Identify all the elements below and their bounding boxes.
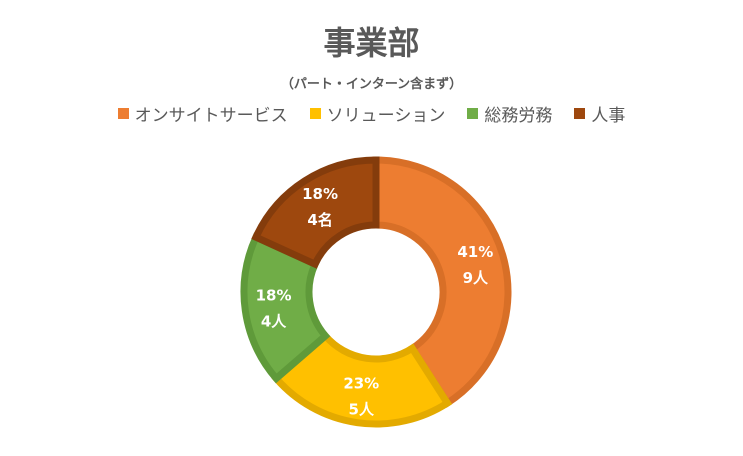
legend-item-hr: 人事 [574, 101, 625, 126]
data-labels: 41% 9人 23% 5人 18% 4人 18% 4名 [256, 185, 494, 419]
data-label-count-general-affairs: 4人 [261, 313, 287, 331]
legend-label: ソリューション [326, 106, 446, 126]
chart-title: 事業部 [323, 24, 420, 62]
legend-swatch [467, 108, 479, 119]
data-label-percent-general-affairs: 18% [256, 287, 292, 305]
data-label-percent-hr: 18% [302, 185, 338, 203]
legend-item-solution: ソリューション [309, 101, 446, 126]
legend-item-onsite: オンサイトサービス [117, 101, 288, 126]
data-label-count-onsite: 9人 [463, 269, 489, 287]
data-label-percent-onsite: 41% [457, 243, 493, 261]
legend-swatch [574, 108, 586, 119]
data-label-percent-solution: 23% [343, 374, 379, 392]
data-label-count-hr: 4名 [307, 211, 332, 229]
legend-swatch [117, 108, 129, 119]
donut-slice-solution [271, 330, 453, 428]
chart-legend: オンサイトサービス ソリューション 総務労務 人事 [0, 101, 743, 126]
data-label-count-solution: 5人 [349, 400, 375, 418]
legend-label: 総務労務 [484, 106, 553, 126]
donut-slices [240, 156, 512, 428]
legend-label: オンサイトサービス [134, 106, 288, 126]
donut-slice-hr [251, 156, 380, 269]
legend-item-general-affairs: 総務労務 [467, 101, 552, 126]
legend-label: 人事 [591, 106, 626, 126]
donut-slice-onsite [372, 156, 512, 408]
legend-swatch [309, 108, 321, 119]
chart-subtitle: （パート・インターン含まず） [280, 77, 463, 92]
